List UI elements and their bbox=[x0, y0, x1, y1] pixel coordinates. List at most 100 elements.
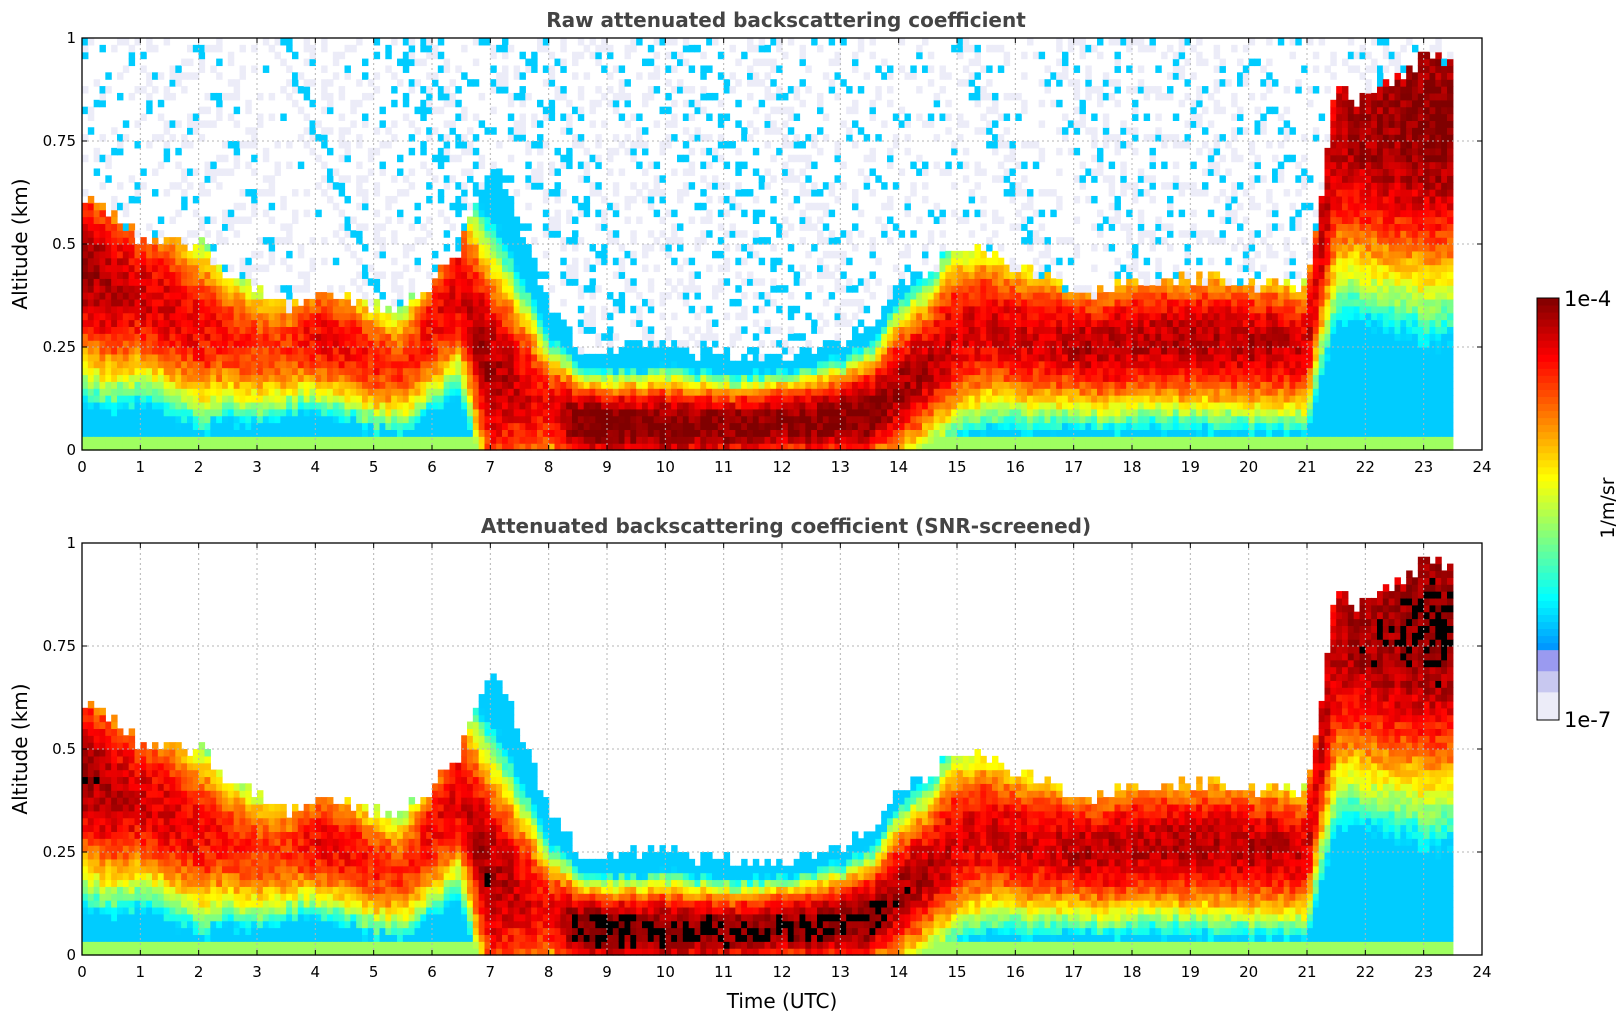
heatmap-cell bbox=[146, 305, 153, 314]
heatmap-cell bbox=[817, 374, 824, 382]
heatmap-cell bbox=[502, 244, 509, 252]
heatmap-cell bbox=[309, 340, 316, 348]
heatmap-cell bbox=[706, 161, 713, 170]
heatmap-cell bbox=[251, 408, 258, 417]
heatmap-cell bbox=[175, 443, 182, 451]
heatmap-cell bbox=[99, 244, 106, 252]
heatmap-cell bbox=[612, 134, 620, 142]
heatmap-cell bbox=[373, 408, 381, 417]
heatmap-cell bbox=[222, 374, 229, 382]
heatmap-cell bbox=[659, 429, 666, 437]
heatmap-cell bbox=[916, 285, 923, 293]
heatmap-cell bbox=[128, 381, 136, 389]
heatmap-cell bbox=[904, 285, 911, 293]
heatmap-cell bbox=[82, 429, 89, 437]
heatmap-cell bbox=[268, 360, 276, 369]
heatmap-cell bbox=[875, 86, 882, 94]
heatmap-cell bbox=[542, 381, 550, 389]
heatmap-cell bbox=[799, 223, 806, 231]
heatmap-cell bbox=[531, 388, 538, 396]
heatmap-cell bbox=[752, 278, 760, 286]
heatmap-cell bbox=[537, 168, 544, 176]
heatmap-cell bbox=[414, 401, 421, 410]
heatmap-cell bbox=[507, 237, 515, 245]
heatmap-cell bbox=[857, 38, 865, 46]
heatmap-cell bbox=[373, 333, 381, 341]
heatmap-cell bbox=[513, 353, 521, 362]
heatmap-cell bbox=[82, 38, 89, 46]
heatmap-cell bbox=[99, 230, 106, 238]
heatmap-cell bbox=[309, 436, 316, 444]
heatmap-cell bbox=[140, 367, 147, 376]
heatmap-cell bbox=[303, 395, 311, 403]
heatmap-cell bbox=[478, 443, 486, 451]
heatmap-cell bbox=[560, 443, 567, 451]
heatmap-cell bbox=[338, 360, 346, 369]
heatmap-cell bbox=[712, 401, 719, 410]
heatmap-cell bbox=[163, 264, 171, 273]
heatmap-cell bbox=[204, 189, 211, 197]
heatmap-cell bbox=[910, 298, 917, 307]
heatmap-cell bbox=[233, 292, 241, 300]
heatmap-cell bbox=[321, 86, 328, 94]
heatmap-cell bbox=[513, 408, 521, 417]
heatmap-cell bbox=[455, 429, 462, 437]
heatmap-cell bbox=[303, 401, 311, 410]
heatmap-cell bbox=[122, 257, 130, 266]
heatmap-cell bbox=[502, 415, 509, 424]
heatmap-cell bbox=[187, 182, 194, 190]
heatmap-cell bbox=[472, 38, 480, 46]
heatmap-cell bbox=[292, 319, 299, 327]
heatmap-cell bbox=[467, 340, 474, 348]
heatmap-cell bbox=[484, 395, 491, 403]
heatmap-cell bbox=[601, 408, 608, 417]
heatmap-cell bbox=[420, 340, 427, 348]
heatmap-cell bbox=[117, 92, 124, 101]
heatmap-cell bbox=[391, 271, 398, 279]
heatmap-cell bbox=[379, 443, 386, 451]
heatmap-cell bbox=[922, 429, 929, 437]
heatmap-cell bbox=[811, 134, 818, 142]
heatmap-cell bbox=[87, 360, 95, 369]
heatmap-cell bbox=[338, 223, 346, 231]
heatmap-cell bbox=[262, 340, 270, 348]
heatmap-cell bbox=[321, 326, 328, 334]
heatmap-cell bbox=[449, 347, 456, 355]
heatmap-cell bbox=[134, 189, 141, 197]
heatmap-cell bbox=[857, 408, 865, 417]
heatmap-cell bbox=[799, 333, 806, 341]
heatmap-cell bbox=[717, 367, 725, 376]
heatmap-cell bbox=[531, 340, 538, 348]
heatmap-cell bbox=[653, 161, 661, 170]
heatmap-cell bbox=[181, 374, 188, 382]
heatmap-cell bbox=[834, 360, 841, 369]
heatmap-cell bbox=[677, 237, 684, 245]
heatmap-cell bbox=[257, 285, 264, 293]
heatmap-cell bbox=[216, 353, 223, 362]
heatmap-cell bbox=[222, 209, 229, 218]
heatmap-cell bbox=[443, 141, 451, 149]
heatmap-cell bbox=[262, 147, 270, 156]
heatmap-cell bbox=[274, 388, 281, 396]
heatmap-cell bbox=[152, 347, 159, 355]
heatmap-cell bbox=[373, 285, 381, 293]
heatmap-cell bbox=[630, 38, 637, 46]
heatmap-cell bbox=[525, 182, 532, 190]
heatmap-cell bbox=[408, 319, 416, 327]
heatmap-cell bbox=[192, 415, 200, 424]
heatmap-cell bbox=[467, 436, 474, 444]
heatmap-cell bbox=[537, 326, 544, 334]
heatmap-cell bbox=[385, 319, 392, 327]
heatmap-cell bbox=[723, 230, 731, 238]
heatmap-cell bbox=[152, 360, 159, 369]
heatmap-cell bbox=[758, 422, 766, 430]
heatmap-cell bbox=[828, 408, 836, 417]
heatmap-cell bbox=[729, 340, 736, 348]
heatmap-cell bbox=[612, 436, 620, 444]
heatmap-cell bbox=[881, 374, 888, 382]
heatmap-cell bbox=[443, 436, 451, 444]
heatmap-cell bbox=[338, 175, 346, 183]
heatmap-cell bbox=[461, 72, 468, 80]
heatmap-cell bbox=[420, 388, 427, 396]
heatmap-cell bbox=[210, 305, 217, 314]
